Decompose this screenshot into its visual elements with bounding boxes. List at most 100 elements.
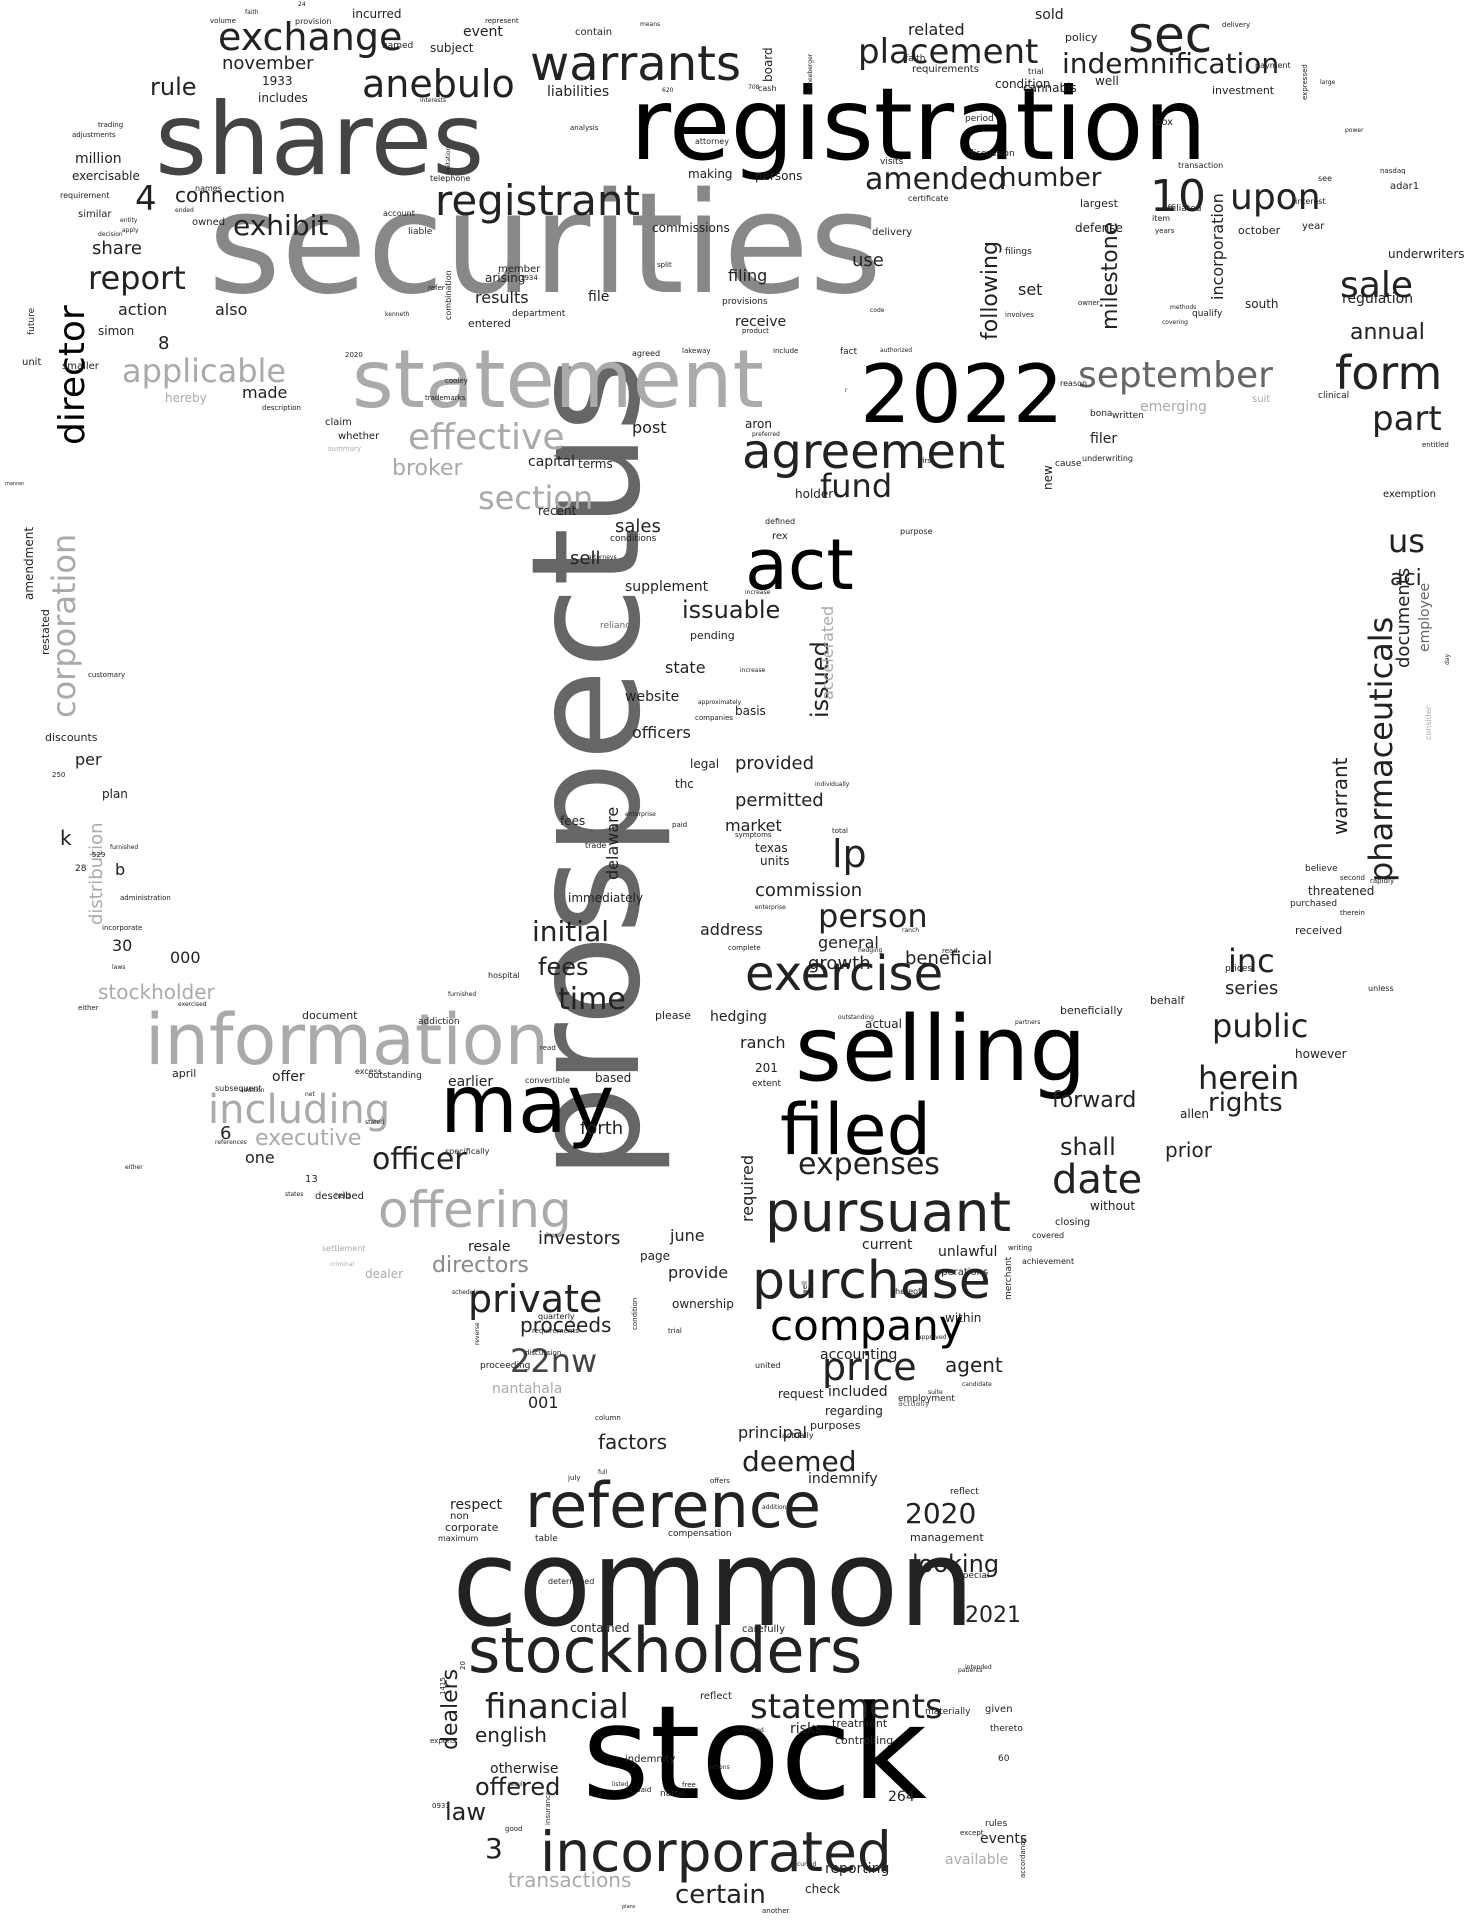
word-file: file bbox=[588, 289, 610, 305]
word-occurred: reflect bbox=[950, 1487, 979, 1497]
word-actions: 1415 bbox=[439, 1677, 447, 1695]
word-dated: underwriters bbox=[1388, 247, 1465, 261]
word-merchant: writing bbox=[1008, 1244, 1033, 1252]
word-statement: statement bbox=[352, 333, 764, 426]
word-deemed: deemed bbox=[742, 1445, 857, 1478]
word-fund: fund bbox=[820, 467, 893, 505]
word-report: report bbox=[88, 259, 186, 297]
word-connection: connection bbox=[175, 183, 286, 207]
word-discussion: discussion bbox=[525, 1349, 562, 1357]
word-264: 264 bbox=[888, 1789, 915, 1805]
word-director: director bbox=[52, 305, 93, 445]
word-filing: filing bbox=[728, 266, 768, 285]
word-looking: looking bbox=[912, 1550, 1000, 1578]
word-qualify: product bbox=[742, 327, 769, 335]
word-affiliated: transaction bbox=[1178, 161, 1224, 170]
word-simon: simon bbox=[98, 324, 135, 338]
word-directors: directors bbox=[432, 1253, 529, 1278]
word-2021: 2021 bbox=[965, 1603, 1021, 1628]
word-nasdaq: expressed bbox=[1301, 64, 1309, 100]
word-opinion: discussion bbox=[968, 149, 1015, 159]
word-stated: 201 bbox=[755, 1061, 778, 1075]
word-free: 20 bbox=[459, 1661, 467, 1670]
word-immediately: immediately bbox=[568, 891, 643, 905]
word-4: 4 bbox=[135, 179, 157, 219]
word-approved: thereof bbox=[892, 1287, 921, 1296]
word-road: determined bbox=[548, 1577, 595, 1586]
word-column: either bbox=[78, 1004, 99, 1012]
word-november: november bbox=[222, 53, 314, 74]
word-receive: receive bbox=[735, 314, 787, 330]
word-delivery: delivery bbox=[872, 227, 913, 238]
word-13: 13 bbox=[305, 1174, 318, 1185]
word-refer: names bbox=[195, 184, 222, 193]
word-per: per bbox=[75, 750, 102, 769]
word-lp: lp bbox=[832, 832, 867, 876]
word-2022: 2022 bbox=[860, 348, 1064, 441]
word-results: results bbox=[475, 288, 529, 307]
word-contain: contain bbox=[575, 27, 613, 38]
word-certificate: nantahala bbox=[492, 1381, 563, 1397]
word-accelerated: accelerated bbox=[818, 605, 837, 700]
word-reliance: conditions bbox=[610, 534, 657, 544]
word-faith2: faith bbox=[905, 54, 926, 64]
word-liabilities: liabilities bbox=[547, 84, 610, 100]
word-however: partners bbox=[1015, 1019, 1041, 1026]
word-laws: schedules bbox=[452, 1289, 483, 1296]
word-liable: apply bbox=[122, 227, 139, 234]
word-sales: sales bbox=[615, 516, 661, 537]
word-exercisable: exercisable bbox=[72, 169, 140, 183]
word-respect: respect bbox=[450, 1497, 503, 1513]
word-inc: inc bbox=[1228, 942, 1275, 980]
word-member: cooley bbox=[445, 377, 468, 385]
word-read: read bbox=[942, 947, 958, 955]
word-well: well bbox=[801, 1281, 809, 1295]
word-costs: good bbox=[505, 1825, 523, 1833]
word-includes: includes bbox=[258, 91, 308, 105]
word-management: management bbox=[910, 1531, 984, 1544]
word-covered: closing bbox=[1055, 1217, 1091, 1228]
word-fiscal: defense bbox=[1075, 221, 1123, 235]
word-business: trial bbox=[1028, 67, 1044, 76]
word-reporting: reporting bbox=[825, 1861, 890, 1877]
word-stockholder: stockholder bbox=[98, 980, 215, 1004]
word-schedules: excess bbox=[355, 1067, 383, 1076]
word-thereto: result bbox=[508, 1781, 525, 1788]
word-24: interests bbox=[420, 97, 447, 104]
word-60: experts bbox=[430, 1737, 457, 1745]
word-address: address bbox=[700, 920, 763, 939]
word-million: million bbox=[75, 151, 122, 167]
word-708: methods bbox=[1170, 304, 1197, 311]
word-emerging: emerging bbox=[1140, 399, 1207, 415]
word-said: intended bbox=[965, 1664, 992, 1671]
word-cash: qualify bbox=[1192, 309, 1223, 319]
word-addiction: net bbox=[305, 1091, 315, 1098]
word-limitations: 620 bbox=[662, 87, 674, 94]
word-claim: kenneth bbox=[385, 311, 410, 318]
word-full: 250 bbox=[52, 771, 66, 779]
word-legal: legal bbox=[690, 757, 720, 771]
word-account: entity bbox=[120, 217, 138, 224]
word-pay: period bbox=[965, 114, 994, 124]
word-amended: amended bbox=[865, 162, 1007, 197]
word-aron: terms bbox=[578, 457, 613, 471]
word-years: interest bbox=[1295, 197, 1326, 206]
word-applicable: applicable bbox=[122, 352, 287, 390]
word-department: 2020 bbox=[345, 351, 363, 359]
word-summary: combination bbox=[444, 270, 453, 320]
word-law: law bbox=[445, 1798, 487, 1826]
word-bona: years bbox=[1155, 227, 1175, 235]
word-emergency: requirements bbox=[912, 64, 979, 75]
word-warrants: warrants bbox=[530, 36, 741, 92]
word-manner: exercised bbox=[178, 1001, 207, 1008]
word-symptoms: companies bbox=[695, 714, 734, 722]
word-believe: rapidly bbox=[1370, 877, 1395, 885]
word-future: future bbox=[27, 307, 37, 335]
word-conditions: preferred bbox=[752, 431, 780, 438]
word-placement: placement bbox=[858, 32, 1039, 72]
word-filings: affiliated bbox=[1162, 204, 1202, 214]
word-defined: underwriting bbox=[1082, 454, 1133, 463]
word-result: offers bbox=[710, 1477, 730, 1485]
word-means: attorney bbox=[695, 137, 729, 146]
word-including: including bbox=[208, 1087, 391, 1133]
